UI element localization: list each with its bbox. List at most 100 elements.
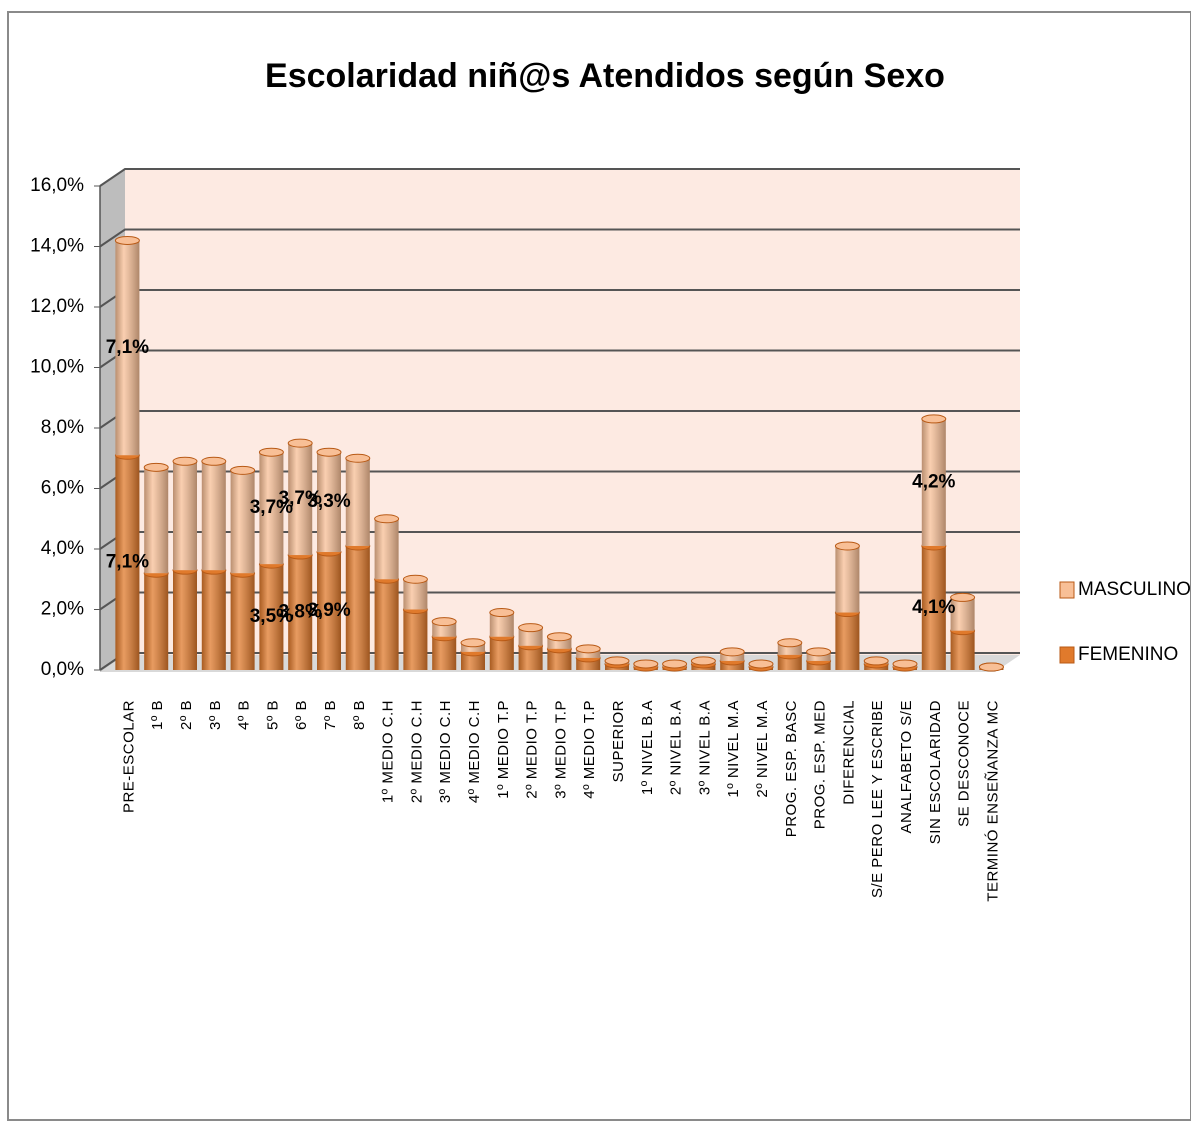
bar-shade — [950, 597, 975, 631]
bar-top — [662, 659, 688, 669]
chart-title: Escolaridad niñ@s Atendidos según Sexo — [265, 57, 945, 95]
bar-top — [604, 656, 630, 666]
bar-top — [575, 644, 601, 654]
bar-segment — [345, 453, 371, 546]
legend-label: MASCULINO — [1078, 579, 1191, 600]
x-tick-label: TERMINÓ ENSEÑANZA MC — [984, 700, 1001, 902]
data-label: 3,7% — [250, 497, 293, 518]
legend-swatch — [1059, 581, 1075, 599]
x-tick-label: 2º NIVEL B.A — [668, 700, 685, 795]
bar-segment — [143, 462, 169, 574]
x-tick-label: SIN ESCOLARIDAD — [927, 700, 944, 844]
x-tick-label: 5º B — [264, 700, 281, 730]
bar-shade — [921, 418, 946, 546]
bar-segment — [575, 644, 601, 658]
x-tick-label: 2º MEDIO C.H — [408, 700, 425, 803]
x-tick-label: ANALFABETO S/E — [898, 700, 915, 833]
bar-segment — [748, 659, 774, 669]
bar-shade — [950, 630, 975, 670]
bar-segment — [316, 447, 342, 553]
bar-segment — [460, 638, 486, 652]
bar-shade — [720, 660, 745, 670]
bar-segment — [921, 414, 947, 546]
bar-segment — [258, 559, 284, 670]
bar-segment — [201, 565, 227, 670]
data-label: 7,1% — [106, 337, 149, 358]
x-tick-label: 3º MEDIO C.H — [437, 700, 454, 803]
bar-shade — [461, 651, 485, 670]
bar-top — [114, 235, 140, 245]
x-tick-label: 4º B — [236, 700, 253, 730]
y-tick-label: 4,0% — [41, 538, 84, 559]
bar-segment — [114, 450, 140, 670]
bar-shade — [806, 651, 831, 661]
bar-segment — [834, 608, 860, 670]
bar-shade — [201, 570, 226, 670]
bar-shade — [288, 443, 313, 556]
bar-top — [518, 623, 544, 633]
bar-segment — [489, 608, 515, 637]
x-tick-label: PRE-ESCOLAR — [120, 700, 137, 813]
bar-segment — [172, 456, 198, 571]
x-tick-label: DIFERENCIAL — [840, 700, 857, 805]
data-label: 7,1% — [106, 552, 149, 573]
bar-segment — [143, 568, 169, 670]
bar-shade — [489, 636, 514, 670]
grid-line — [99, 228, 1020, 248]
bar-shade — [259, 564, 284, 670]
data-label: 3,3% — [307, 491, 350, 512]
bar-segment — [950, 592, 976, 631]
bar-segment — [402, 605, 428, 670]
bar-segment — [316, 547, 342, 670]
bar-top — [431, 617, 457, 627]
bar-segment — [518, 623, 544, 646]
data-label: 3,8% — [279, 602, 322, 623]
bar-top — [258, 447, 284, 457]
bar-segment — [172, 565, 198, 670]
y-tick-label: 8,0% — [41, 417, 84, 438]
bar-top — [748, 659, 774, 669]
bar-top — [143, 462, 169, 472]
x-tick-label: 3º NIVEL B.A — [696, 700, 713, 795]
bar-top — [402, 574, 428, 584]
x-tick-label: 7º B — [322, 700, 339, 730]
bar-segment — [806, 647, 832, 661]
bar-top — [690, 656, 716, 666]
bar-shade — [345, 458, 370, 546]
bar-shade — [288, 555, 313, 670]
bar-shade — [835, 612, 860, 670]
bar-shade — [317, 552, 341, 670]
bar-shade — [403, 609, 428, 670]
bar-shade — [374, 579, 399, 670]
data-label: 3,5% — [250, 606, 293, 627]
bar-top — [806, 647, 832, 657]
bar-shade — [432, 636, 457, 670]
bar-top — [201, 456, 227, 466]
bar-top — [950, 592, 976, 602]
x-tick-label: PROG. ESP. BASC — [783, 700, 800, 837]
x-tick-label: 1º NIVEL B.A — [639, 700, 656, 795]
bar-segment — [374, 514, 400, 580]
data-label: 3,7% — [279, 488, 322, 509]
bar-top — [777, 638, 803, 648]
bar-segment — [662, 659, 688, 669]
x-tick-label: 1º B — [149, 700, 166, 730]
data-label: 4,1% — [912, 597, 955, 618]
bar-shade — [547, 648, 572, 670]
bar-shade — [230, 470, 255, 574]
bar-segment — [287, 438, 313, 556]
bar-top — [921, 414, 947, 424]
data-label: 4,2% — [912, 471, 955, 492]
bar-shade — [115, 455, 140, 670]
x-tick-label: PROG. ESP. MED — [812, 700, 829, 829]
x-tick-label: 1º NIVEL M.A — [725, 700, 742, 798]
bar-segment — [921, 541, 947, 670]
bar-segment — [287, 550, 313, 670]
bar-top — [316, 447, 342, 457]
bar-segment — [374, 574, 400, 670]
x-tick-label: 2º B — [178, 700, 195, 730]
bar-segment — [604, 656, 630, 666]
x-tick-label: 6º B — [293, 700, 310, 730]
x-tick-label: 1º MEDIO T.P — [495, 700, 512, 799]
bar-segment — [258, 447, 284, 565]
